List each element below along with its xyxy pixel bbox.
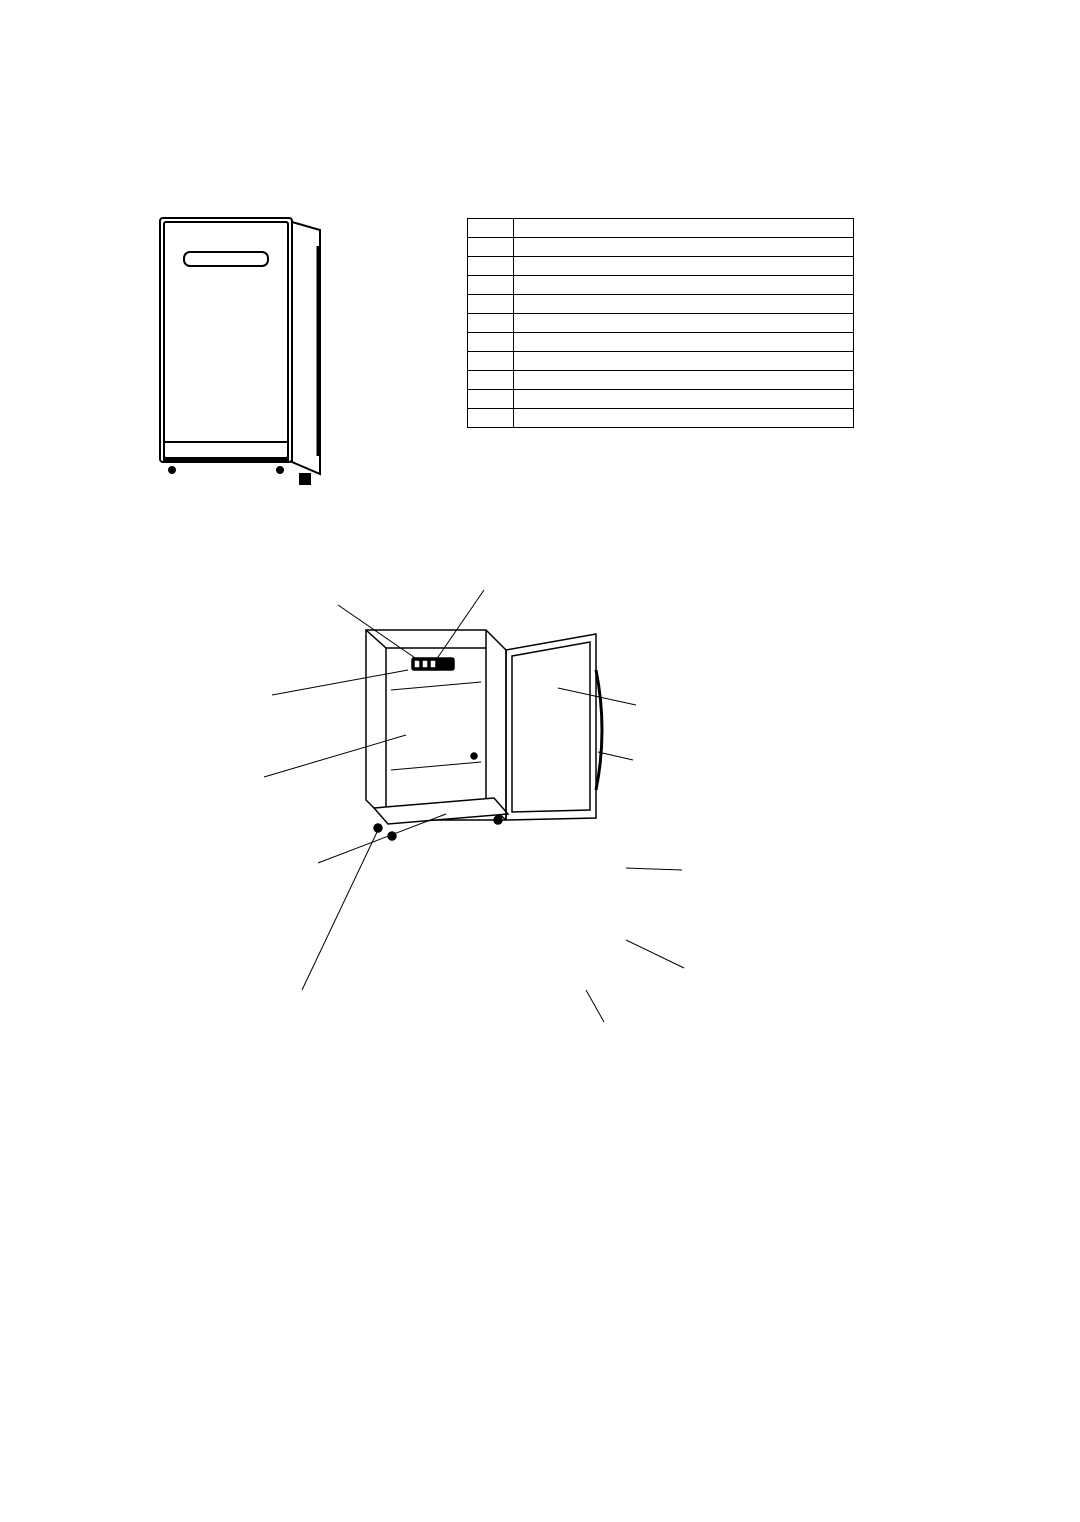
- part-desc: [514, 276, 854, 295]
- parts-table-body: [468, 219, 854, 428]
- part-desc: [514, 314, 854, 333]
- table-row: [468, 238, 854, 257]
- part-desc: [514, 295, 854, 314]
- table-row: [468, 314, 854, 333]
- table-row: [468, 295, 854, 314]
- table-row: [468, 352, 854, 371]
- part-num: [468, 276, 514, 295]
- table-row: [468, 219, 854, 238]
- part-num: [468, 352, 514, 371]
- part-desc: [514, 390, 854, 409]
- part-num: [468, 390, 514, 409]
- part-desc: [514, 409, 854, 428]
- page-root: [0, 0, 1080, 1522]
- part-num: [468, 257, 514, 276]
- part-num: [468, 409, 514, 428]
- hero-diagram: [158, 216, 326, 498]
- part-desc: [514, 333, 854, 352]
- table-row: [468, 409, 854, 428]
- table-row: [468, 257, 854, 276]
- part-desc: [514, 257, 854, 276]
- part-desc: [514, 238, 854, 257]
- part-desc: [514, 352, 854, 371]
- part-num: [468, 314, 514, 333]
- part-num: [468, 371, 514, 390]
- table-row: [468, 390, 854, 409]
- part-num: [468, 238, 514, 257]
- table-row: [468, 333, 854, 352]
- part-desc: [514, 219, 854, 238]
- part-num: [468, 295, 514, 314]
- part-desc: [514, 371, 854, 390]
- parts-table: [467, 218, 854, 428]
- exploded-diagram: [236, 570, 716, 1040]
- table-row: [468, 371, 854, 390]
- table-row: [468, 276, 854, 295]
- part-num: [468, 333, 514, 352]
- part-num: [468, 219, 514, 238]
